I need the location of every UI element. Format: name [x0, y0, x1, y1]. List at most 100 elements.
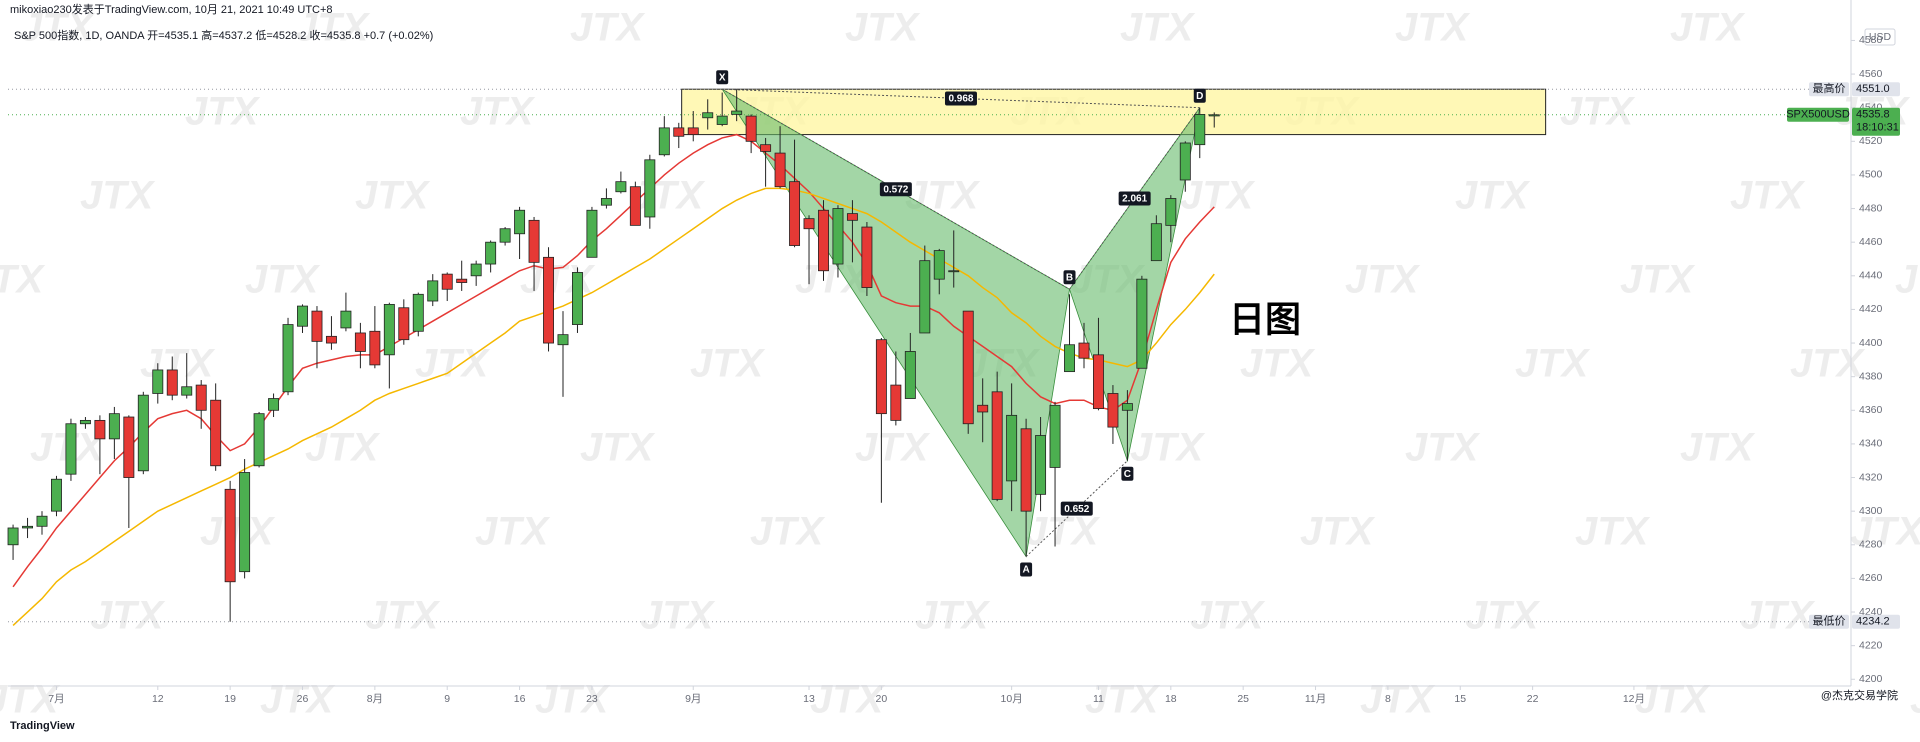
candle-body [79, 419, 91, 425]
pattern-leg [1069, 107, 1201, 290]
brand[interactable]: TradingView [10, 720, 75, 732]
x-tick-label: 10月 [1001, 693, 1023, 705]
candle-body [846, 213, 858, 221]
currency-box[interactable] [1864, 28, 1896, 46]
pattern-point-label: B [1066, 272, 1073, 283]
watermark: JTX [1120, 6, 1196, 50]
watermark: JTX [1300, 510, 1376, 554]
watermark: JTX [915, 594, 991, 638]
y-tick-label: 4560 [1859, 68, 1883, 80]
candle-body [716, 115, 728, 125]
x-tick-label: 8月 [367, 693, 383, 705]
watermark: JTX [570, 6, 646, 50]
candle-body [543, 256, 554, 344]
pattern-point-box [1020, 562, 1033, 577]
x-tick-label: 16 [514, 693, 526, 705]
candle-body [1136, 278, 1148, 369]
candle-body [166, 369, 178, 396]
author-line: mikoxiao230发表于TradingView.com, 10月 21, 2… [10, 2, 333, 16]
watermark: JTX [1895, 258, 1920, 302]
candle-body [1194, 114, 1206, 146]
watermark: JTX [1465, 594, 1541, 638]
x-tick-label: 19 [224, 693, 236, 705]
candle-body [224, 488, 236, 583]
y-tick-label: 4300 [1859, 505, 1883, 517]
candle-body [1006, 414, 1018, 482]
currency[interactable]: USD [1869, 31, 1892, 43]
watermark: JTX [1560, 90, 1636, 134]
ratio-label: 2.061 [1122, 194, 1147, 205]
watermark: JTX [260, 678, 336, 722]
candle-body [1035, 435, 1047, 495]
watermark: JTX [535, 678, 611, 722]
watermark: JTX [1190, 594, 1266, 638]
x-tick-label: 13 [803, 693, 815, 705]
price-name: SPX500USD [1786, 109, 1850, 121]
candle-body [470, 263, 482, 277]
candle-body [1165, 198, 1177, 226]
candle-body [398, 307, 410, 341]
watermark: JTX [1515, 342, 1591, 386]
candle-body [745, 115, 757, 142]
pattern-point-label: D [1196, 91, 1203, 102]
watermark: JTX [1790, 342, 1866, 386]
pattern-point-box [1193, 88, 1206, 103]
x-tick-label: 9月 [685, 693, 701, 705]
watermark: JTX [1395, 6, 1471, 50]
candle-body [514, 209, 526, 235]
watermark: JTX [1670, 6, 1746, 50]
candle-body [282, 324, 294, 393]
candle-body [268, 398, 280, 411]
y-tick-label: 4520 [1859, 135, 1883, 147]
x-tick-label: 18 [1165, 693, 1177, 705]
price-value: 4551.0 [1856, 83, 1890, 95]
candle-body [51, 478, 62, 512]
x-tick-label: 25 [1237, 693, 1249, 705]
pattern-point-box [716, 70, 729, 85]
y-tick-label: 4360 [1859, 404, 1883, 416]
candle-body [962, 310, 974, 425]
watermark: JTX [1360, 678, 1436, 722]
target-zone [681, 88, 1547, 136]
watermark: JTX [200, 510, 276, 554]
candle-body [673, 127, 685, 137]
watermark: JTX [0, 678, 61, 722]
ratio-box [1118, 191, 1151, 206]
price-name-box [1787, 107, 1849, 122]
watermark: JTX [1680, 426, 1756, 470]
watermark: JTX [415, 342, 491, 386]
watermark: JTX [1180, 174, 1256, 218]
candle-body [181, 386, 193, 396]
watermark: JTX [750, 510, 826, 554]
candle-body [1078, 342, 1090, 359]
watermark: JTX [845, 6, 921, 50]
watermark: JTX [80, 174, 156, 218]
x-tick-label: 23 [586, 693, 598, 705]
y-tick-label: 4580 [1859, 34, 1883, 46]
price-value-box [1852, 107, 1900, 136]
watermark: JTX [305, 426, 381, 470]
watermark: JTX [1575, 510, 1651, 554]
candle-body [152, 369, 164, 394]
watermark: JTX [640, 594, 716, 638]
y-tick-label: 4260 [1859, 572, 1883, 584]
moving-average [12, 187, 1215, 627]
watermark: JTX [855, 426, 931, 470]
watermark: JTX [580, 426, 656, 470]
ratio-label: 0.968 [948, 94, 973, 105]
candle-body [297, 305, 308, 327]
ratio-box [879, 182, 912, 197]
watermark: JTX [1240, 342, 1316, 386]
x-tick-label: 20 [876, 693, 888, 705]
watermark: JTX [1850, 510, 1920, 554]
candle-body [1092, 354, 1104, 410]
watermark: JTX [295, 6, 371, 50]
price-value-box [1852, 82, 1900, 97]
candle-body [456, 278, 468, 283]
ratio-box [944, 91, 977, 106]
watermark: JTX [690, 342, 766, 386]
price-name: 最高价 [1813, 81, 1846, 95]
candle-body [253, 413, 265, 467]
pattern-point-label: C [1124, 469, 1131, 480]
candle-body [427, 280, 439, 302]
